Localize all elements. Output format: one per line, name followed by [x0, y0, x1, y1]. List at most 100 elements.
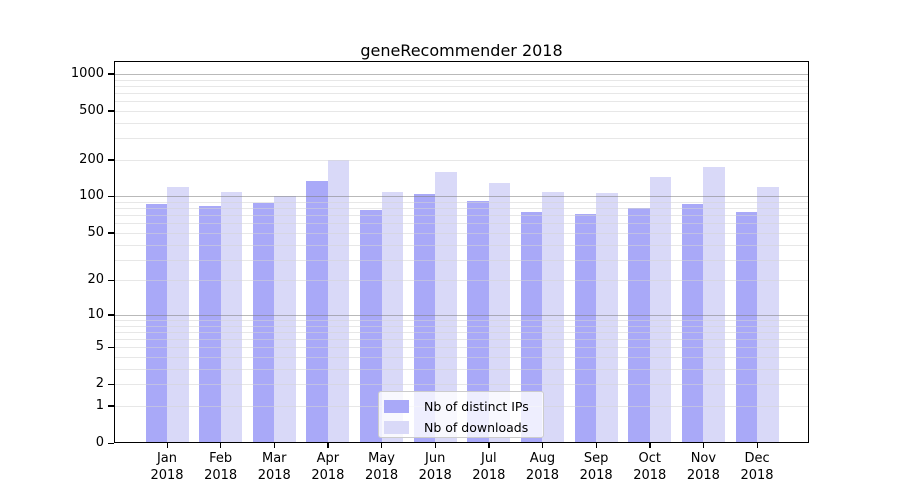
- y-tick-label: 50: [87, 224, 104, 240]
- plot-area: [114, 61, 809, 443]
- bar-distinct-ips-feb: [199, 205, 221, 443]
- y-tick-mark: [108, 110, 114, 112]
- bar-distinct-ips-jan: [145, 204, 167, 443]
- x-tick-mark: [595, 443, 597, 448]
- gridline-60: [114, 223, 809, 225]
- gridline-8: [114, 325, 809, 327]
- bar-downloads-jul: [488, 183, 511, 443]
- bar-distinct-ips-nov: [681, 204, 704, 443]
- gridline-50: [114, 232, 809, 234]
- gridline-200: [114, 159, 809, 161]
- bar-distinct-ips-jul: [467, 200, 489, 443]
- x-tick-label-aug: Aug 2018: [525, 451, 560, 483]
- gridline-100: [114, 196, 809, 198]
- y-tick-mark: [108, 73, 114, 75]
- y-tick-label: 0: [95, 435, 104, 450]
- gridline-800: [114, 85, 809, 87]
- x-tick-label-jun: Jun 2018: [418, 451, 452, 483]
- y-tick-mark: [108, 195, 114, 198]
- x-tick-mark: [220, 443, 222, 448]
- y-tick-label: 1000: [70, 65, 104, 81]
- x-tick-label-jul: Jul 2018: [472, 451, 506, 483]
- gridline-3: [114, 368, 809, 370]
- x-tick-label-may: May 2018: [365, 451, 399, 483]
- bar-distinct-ips-apr: [306, 180, 328, 443]
- gridline-4: [114, 357, 809, 359]
- legend: Nb of distinct IPs Nb of downloads: [378, 391, 544, 438]
- x-tick-mark: [381, 443, 383, 448]
- bar-downloads-nov: [703, 166, 725, 443]
- legend-label-distinct-ips: Nb of distinct IPs: [424, 399, 529, 414]
- bar-downloads-jan: [167, 186, 189, 443]
- bar-downloads-aug: [542, 191, 564, 443]
- x-tick-mark: [488, 443, 490, 448]
- bar-downloads-sep: [596, 192, 618, 443]
- gridline-6: [114, 339, 809, 341]
- legend-swatch-downloads: [384, 421, 409, 434]
- bar-distinct-ips-aug: [520, 212, 543, 443]
- x-tick-mark: [327, 443, 329, 448]
- y-tick-mark: [108, 314, 114, 316]
- y-tick-mark: [108, 279, 114, 282]
- chart-title: geneRecommender 2018: [360, 41, 563, 60]
- bar-distinct-ips-sep: [574, 213, 597, 443]
- x-tick-label-dec: Dec 2018: [740, 451, 774, 483]
- x-tick-mark: [273, 443, 276, 448]
- gridline-40: [114, 244, 809, 246]
- x-tick-mark: [166, 443, 168, 448]
- x-tick-mark: [434, 443, 436, 448]
- bar-distinct-ips-mar: [252, 203, 275, 443]
- bar-downloads-jun: [435, 171, 457, 443]
- x-tick-label-jan: Jan 2018: [150, 451, 184, 483]
- y-tick-label: 10: [87, 306, 104, 322]
- bar-distinct-ips-dec: [735, 212, 758, 443]
- y-tick-mark: [108, 405, 114, 407]
- legend-item-downloads: Nb of downloads: [384, 419, 543, 436]
- gridline-20: [114, 280, 809, 282]
- gridline-900: [114, 79, 809, 81]
- legend-item-distinct-ips: Nb of distinct IPs: [384, 398, 543, 415]
- gridline-10: [114, 314, 809, 316]
- y-tick-label: 100: [79, 188, 104, 204]
- x-tick-label-feb: Feb 2018: [204, 451, 238, 483]
- y-tick-label: 500: [79, 102, 104, 118]
- bar-downloads-mar: [274, 196, 296, 443]
- x-tick-label-oct: Oct 2018: [633, 451, 667, 483]
- y-tick-label: 2: [95, 376, 104, 392]
- legend-swatch-distinct-ips: [384, 400, 409, 413]
- gridline-80: [114, 208, 809, 210]
- gridline-700: [114, 92, 809, 94]
- gridline-90: [114, 202, 809, 204]
- x-tick-mark: [702, 443, 705, 448]
- y-tick-mark: [108, 442, 114, 444]
- gridline-70: [114, 215, 809, 217]
- y-tick-mark: [108, 383, 114, 386]
- gridline-400: [114, 122, 809, 124]
- x-tick-label-nov: Nov 2018: [686, 451, 720, 483]
- y-tick-label: 200: [79, 151, 104, 167]
- bar-downloads-dec: [757, 186, 779, 443]
- gridline-300: [114, 138, 809, 140]
- x-tick-mark: [541, 443, 544, 448]
- bar-downloads-feb: [220, 192, 243, 443]
- gridline-30: [114, 259, 809, 261]
- x-tick-mark: [756, 443, 758, 448]
- bar-distinct-ips-oct: [628, 208, 650, 443]
- x-tick-label-mar: Mar 2018: [257, 451, 291, 483]
- gridline-5: [114, 347, 809, 349]
- y-tick-mark: [108, 159, 114, 161]
- gridline-7: [114, 331, 809, 333]
- gridline-9: [114, 320, 809, 321]
- gridline-500: [114, 110, 809, 112]
- bar-downloads-apr: [327, 159, 350, 443]
- y-tick-mark: [108, 232, 114, 234]
- y-tick-mark: [108, 346, 114, 349]
- gridline-1000: [114, 73, 809, 75]
- bar-downloads-oct: [649, 176, 672, 443]
- y-tick-label: 1: [95, 397, 104, 413]
- x-tick-label-sep: Sep 2018: [579, 451, 613, 483]
- y-tick-label: 5: [95, 339, 104, 355]
- bar-distinct-ips-jun: [413, 194, 436, 443]
- x-tick-mark: [649, 443, 651, 448]
